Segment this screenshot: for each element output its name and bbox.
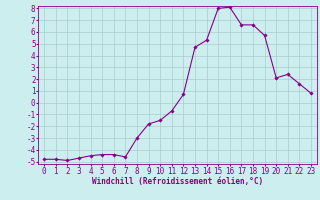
X-axis label: Windchill (Refroidissement éolien,°C): Windchill (Refroidissement éolien,°C) [92,177,263,186]
